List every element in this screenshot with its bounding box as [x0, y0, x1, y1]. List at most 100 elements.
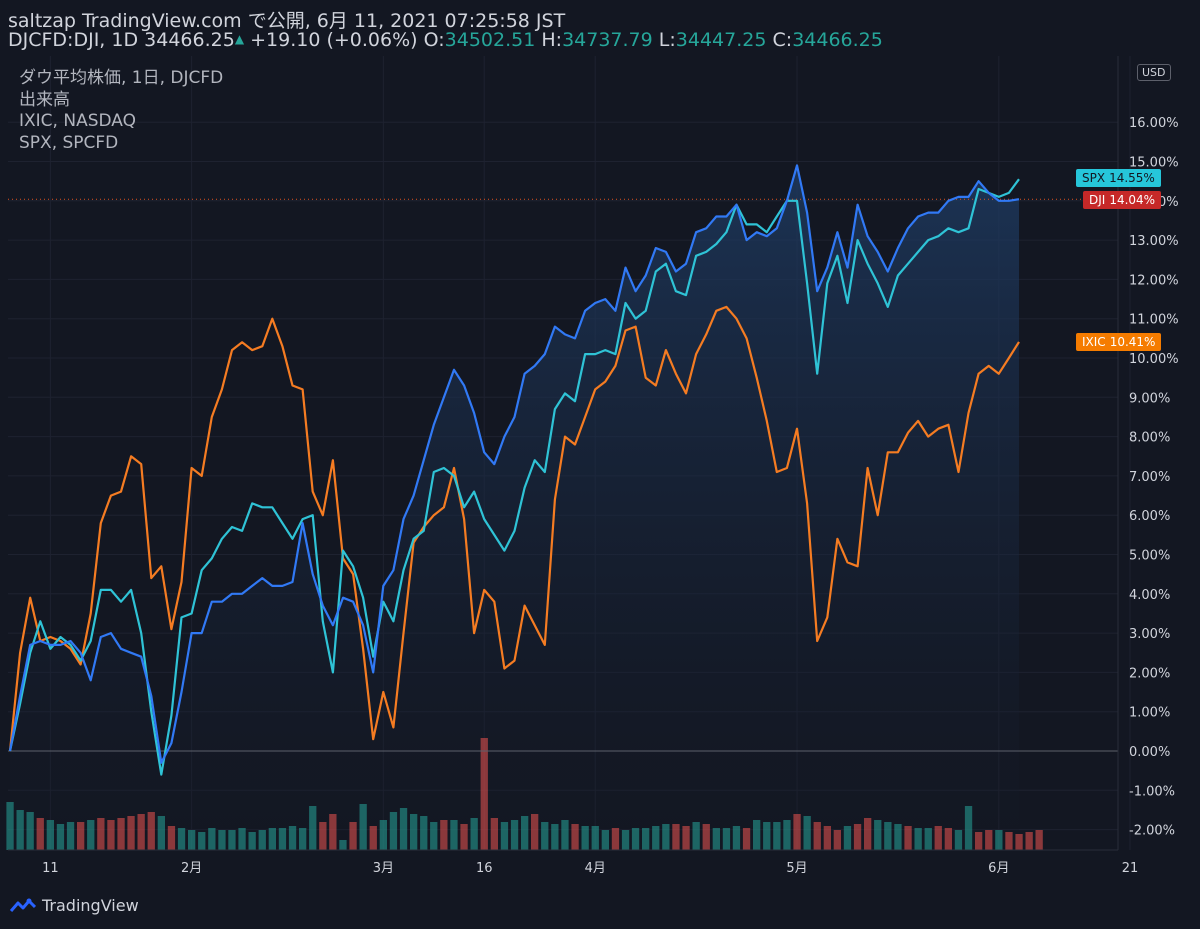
- volume-bar: [309, 806, 317, 850]
- low-value: 34447.25: [675, 29, 767, 51]
- y-tick-label: 8.00%: [1129, 431, 1170, 446]
- volume-bar: [823, 826, 831, 850]
- spx-tag-value: 14.55%: [1109, 171, 1155, 185]
- x-tick-label: 21: [1122, 861, 1139, 876]
- volume-bar: [702, 824, 710, 850]
- volume-bar: [763, 822, 771, 850]
- legend-main[interactable]: ダウ平均株価, 1日, DJCFD: [19, 68, 224, 88]
- volume-bar: [117, 818, 125, 850]
- x-tick-label: 16: [476, 861, 493, 876]
- volume-bar: [904, 826, 912, 850]
- volume-bar: [208, 828, 216, 850]
- publish-header: saltzap TradingView.com で公開, 6月 11, 2021…: [8, 10, 566, 32]
- footer: [0, 884, 1200, 929]
- currency-button[interactable]: USD: [1137, 64, 1171, 81]
- volume-bar: [833, 830, 841, 850]
- volume-bar: [258, 830, 266, 850]
- volume-bar: [510, 820, 519, 850]
- volume-bar: [732, 826, 741, 850]
- y-tick-label: 4.00%: [1129, 588, 1170, 603]
- ohlc-header: DJCFD:DJI, 1D 34466.25▲ +19.10 (+0.06%) …: [8, 29, 883, 51]
- legend-ixic[interactable]: IXIC, NASDAQ: [19, 111, 136, 131]
- y-tick-label: 3.00%: [1129, 627, 1170, 642]
- open-label: O:: [423, 29, 445, 51]
- volume-bar: [500, 822, 509, 850]
- volume-bar: [1025, 832, 1033, 850]
- series-lines: [8, 164, 1020, 776]
- volume-bar: [288, 826, 297, 850]
- legend-volume[interactable]: 出来高: [19, 89, 70, 110]
- x-tick-label: 6月: [988, 861, 1009, 876]
- y-tick-label: 1.00%: [1129, 706, 1170, 721]
- volume-bar: [521, 816, 529, 850]
- volume-bar: [1015, 834, 1023, 850]
- x-tick-label: 5月: [786, 861, 807, 876]
- comparison-chart[interactable]: -2.00% -1.00% 0.00% 1.00% 2.00% 3.00% 4.00% 5.0…: [0, 56, 1200, 884]
- y-tick-label: 16.00%: [1129, 116, 1179, 131]
- volume-bar: [198, 832, 206, 850]
- y-tick-label: 13.00%: [1129, 234, 1179, 249]
- volume-bar: [944, 828, 952, 850]
- volume-bar: [793, 814, 801, 850]
- series-line-ixic: [8, 305, 1020, 752]
- high-value: 34737.79: [562, 29, 653, 51]
- price-axis: -2.00% -1.00% 0.00% 1.00% 2.00% 3.00% 4.00% 5.0…: [1129, 116, 1179, 838]
- dji-tag-name: DJI: [1089, 193, 1106, 207]
- ixic-tag-value: 10.41%: [1109, 335, 1156, 349]
- volume-bar: [773, 822, 781, 850]
- volume-bar: [571, 824, 579, 850]
- y-tick-label: -2.00%: [1129, 824, 1175, 839]
- volume-bar: [369, 826, 377, 850]
- volume-bar: [712, 828, 720, 850]
- volume-bar: [278, 828, 287, 850]
- volume-bar: [480, 738, 488, 850]
- volume-bar: [843, 826, 852, 850]
- volume-bar: [319, 822, 327, 850]
- close-label: C:: [772, 29, 793, 51]
- volume-bar: [914, 828, 922, 850]
- series-line-spx: [8, 178, 1020, 776]
- volume-bar: [581, 826, 589, 850]
- volume-bar: [16, 810, 24, 850]
- volume-bar: [268, 828, 276, 850]
- y-tick-label: -1.00%: [1129, 784, 1175, 799]
- y-tick-label: 5.00%: [1129, 549, 1170, 564]
- volume-bar: [389, 812, 398, 850]
- volume-bar: [299, 828, 307, 850]
- volume-bar: [591, 826, 599, 850]
- tradingview-brand: TradingView: [42, 896, 139, 915]
- legend: ダウ平均株価, 1日, DJCFD 出来高 IXIC, NASDAQ SPX, …: [19, 68, 223, 154]
- volume-bar: [975, 832, 983, 850]
- volume-bar: [430, 822, 438, 850]
- tradingview-logo[interactable]: TradingView: [10, 896, 139, 915]
- y-tick-label: 11.00%: [1129, 313, 1179, 328]
- volume-bar: [177, 828, 186, 850]
- spx-tag-name: SPX: [1082, 171, 1106, 185]
- ixic-price-tag: IXIC 10.41%: [1076, 333, 1162, 351]
- spx-price-tag: SPX 14.55%: [1076, 169, 1161, 187]
- volume-bar: [6, 802, 14, 850]
- y-tick-label: 0.00%: [1129, 745, 1170, 760]
- volume-bar: [874, 820, 882, 850]
- volume-bar: [460, 824, 468, 850]
- volume-bar: [218, 830, 226, 850]
- low-label: L:: [658, 29, 676, 51]
- volume-bar: [470, 818, 478, 850]
- volume-bar: [642, 828, 650, 850]
- open-value: 34502.51: [444, 29, 536, 51]
- dji-area: [10, 165, 1019, 850]
- volume-bar: [551, 824, 559, 850]
- volume-bar: [137, 814, 145, 850]
- volume-bar: [399, 808, 408, 850]
- change-value: +19.10 (+0.06%): [250, 29, 418, 51]
- volume-bar: [753, 820, 761, 850]
- close-value: 34466.25: [792, 29, 883, 51]
- volume-bars: [6, 738, 1043, 850]
- ixic-tag-name: IXIC: [1082, 335, 1106, 349]
- high-label: H:: [541, 29, 563, 51]
- legend-spx[interactable]: SPX, SPCFD: [19, 132, 119, 153]
- last-price: 34466.25: [144, 29, 235, 51]
- volume-bar: [783, 820, 791, 850]
- volume-bar: [964, 806, 973, 850]
- volume-bar: [77, 822, 85, 850]
